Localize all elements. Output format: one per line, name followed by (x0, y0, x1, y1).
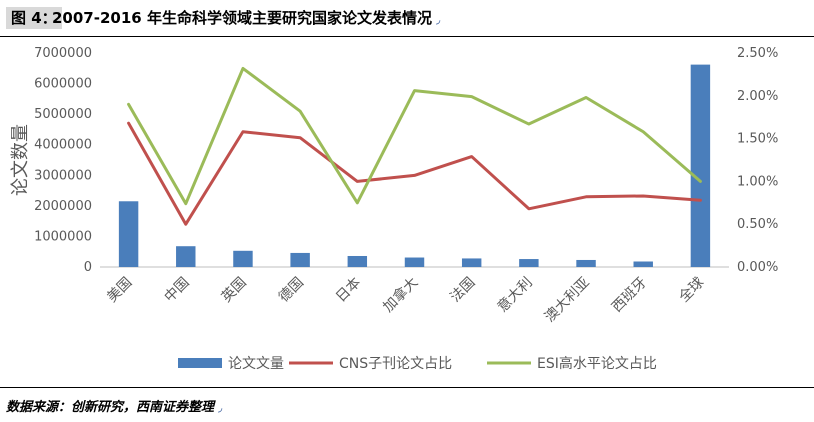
y-tick-label: 0 (84, 260, 92, 275)
y2-tick-label: 0.50% (737, 217, 778, 232)
x-tick-label: 加拿大 (380, 274, 422, 316)
y-tick-label: 5000000 (34, 107, 92, 122)
bar (519, 259, 539, 267)
figure-title: 2007-2016 年生命科学领域主要研究国家论文发表情况 ◞ (52, 7, 440, 31)
x-tick-label: 中国 (161, 275, 192, 306)
bar (633, 261, 653, 267)
figure-label: 图 4： (6, 7, 62, 29)
chart-axes: 0 1000000 2000000 3000000 4000000 5000000 6000… (10, 46, 778, 325)
chart-legend: 论文文量 CNS子刊论文占比 ESI高水平论文占比 (178, 355, 657, 372)
y-tick-label: 7000000 (34, 46, 92, 61)
legend-label: CNS子刊论文占比 (339, 356, 452, 372)
x-tick-label: 澳大利亚 (542, 275, 593, 326)
line-series (127, 66, 702, 226)
bar (404, 257, 425, 267)
legend-swatch (178, 358, 222, 368)
x-tick-label: 英国 (218, 274, 250, 306)
bar (176, 246, 196, 267)
bar (576, 259, 596, 267)
figure-header: 图 4： 2007-2016 年生命科学领域主要研究国家论文发表情况 ◞ (0, 0, 814, 36)
x-tick-label: 西班牙 (609, 275, 650, 316)
x-tick-label: 全球 (675, 274, 707, 306)
bar (690, 64, 711, 267)
source-note: 数据来源：创新研究，西南证券整理 ◞ (6, 396, 222, 415)
paragraph-mark-icon: ◞ (435, 13, 441, 26)
x-tick-label: 日本 (333, 275, 364, 306)
x-tick-label: 美国 (104, 275, 135, 306)
y2-tick-label: 1.00% (737, 174, 778, 189)
y2-tick-label: 1.50% (737, 132, 778, 147)
y-axis-label: 论文数量 (10, 124, 31, 196)
bar (233, 250, 253, 267)
top-rule (0, 36, 814, 37)
series-line (127, 66, 702, 206)
y2-tick-label: 0.00% (737, 260, 778, 275)
series-line (127, 121, 702, 226)
paragraph-mark-icon: ◞ (218, 401, 223, 414)
bar (347, 255, 368, 267)
y-tick-label: 1000000 (34, 229, 92, 244)
bar (290, 252, 310, 267)
x-tick-label: 法国 (447, 275, 478, 306)
y-tick-label: 3000000 (34, 168, 92, 183)
y2-tick-label: 2.50% (737, 46, 778, 61)
x-tick-label: 德国 (276, 275, 307, 306)
x-tick-label: 意大利 (494, 274, 536, 316)
bar-series (118, 64, 711, 267)
y-tick-label: 6000000 (34, 77, 92, 92)
y-tick-label: 4000000 (34, 138, 92, 153)
figure-title-text: 2007-2016 年生命科学领域主要研究国家论文发表情况 (52, 9, 432, 27)
y2-tick-label: 2.00% (737, 89, 778, 104)
legend-label: 论文文量 (228, 356, 284, 372)
legend-label: ESI高水平论文占比 (537, 355, 657, 372)
bar (461, 258, 482, 267)
y-tick-label: 2000000 (34, 199, 92, 214)
chart: 0 1000000 2000000 3000000 4000000 5000000 6000… (10, 46, 778, 372)
bar (118, 201, 139, 267)
source-text: 数据来源：创新研究，西南证券整理 (6, 400, 215, 415)
bottom-rule (0, 387, 814, 388)
